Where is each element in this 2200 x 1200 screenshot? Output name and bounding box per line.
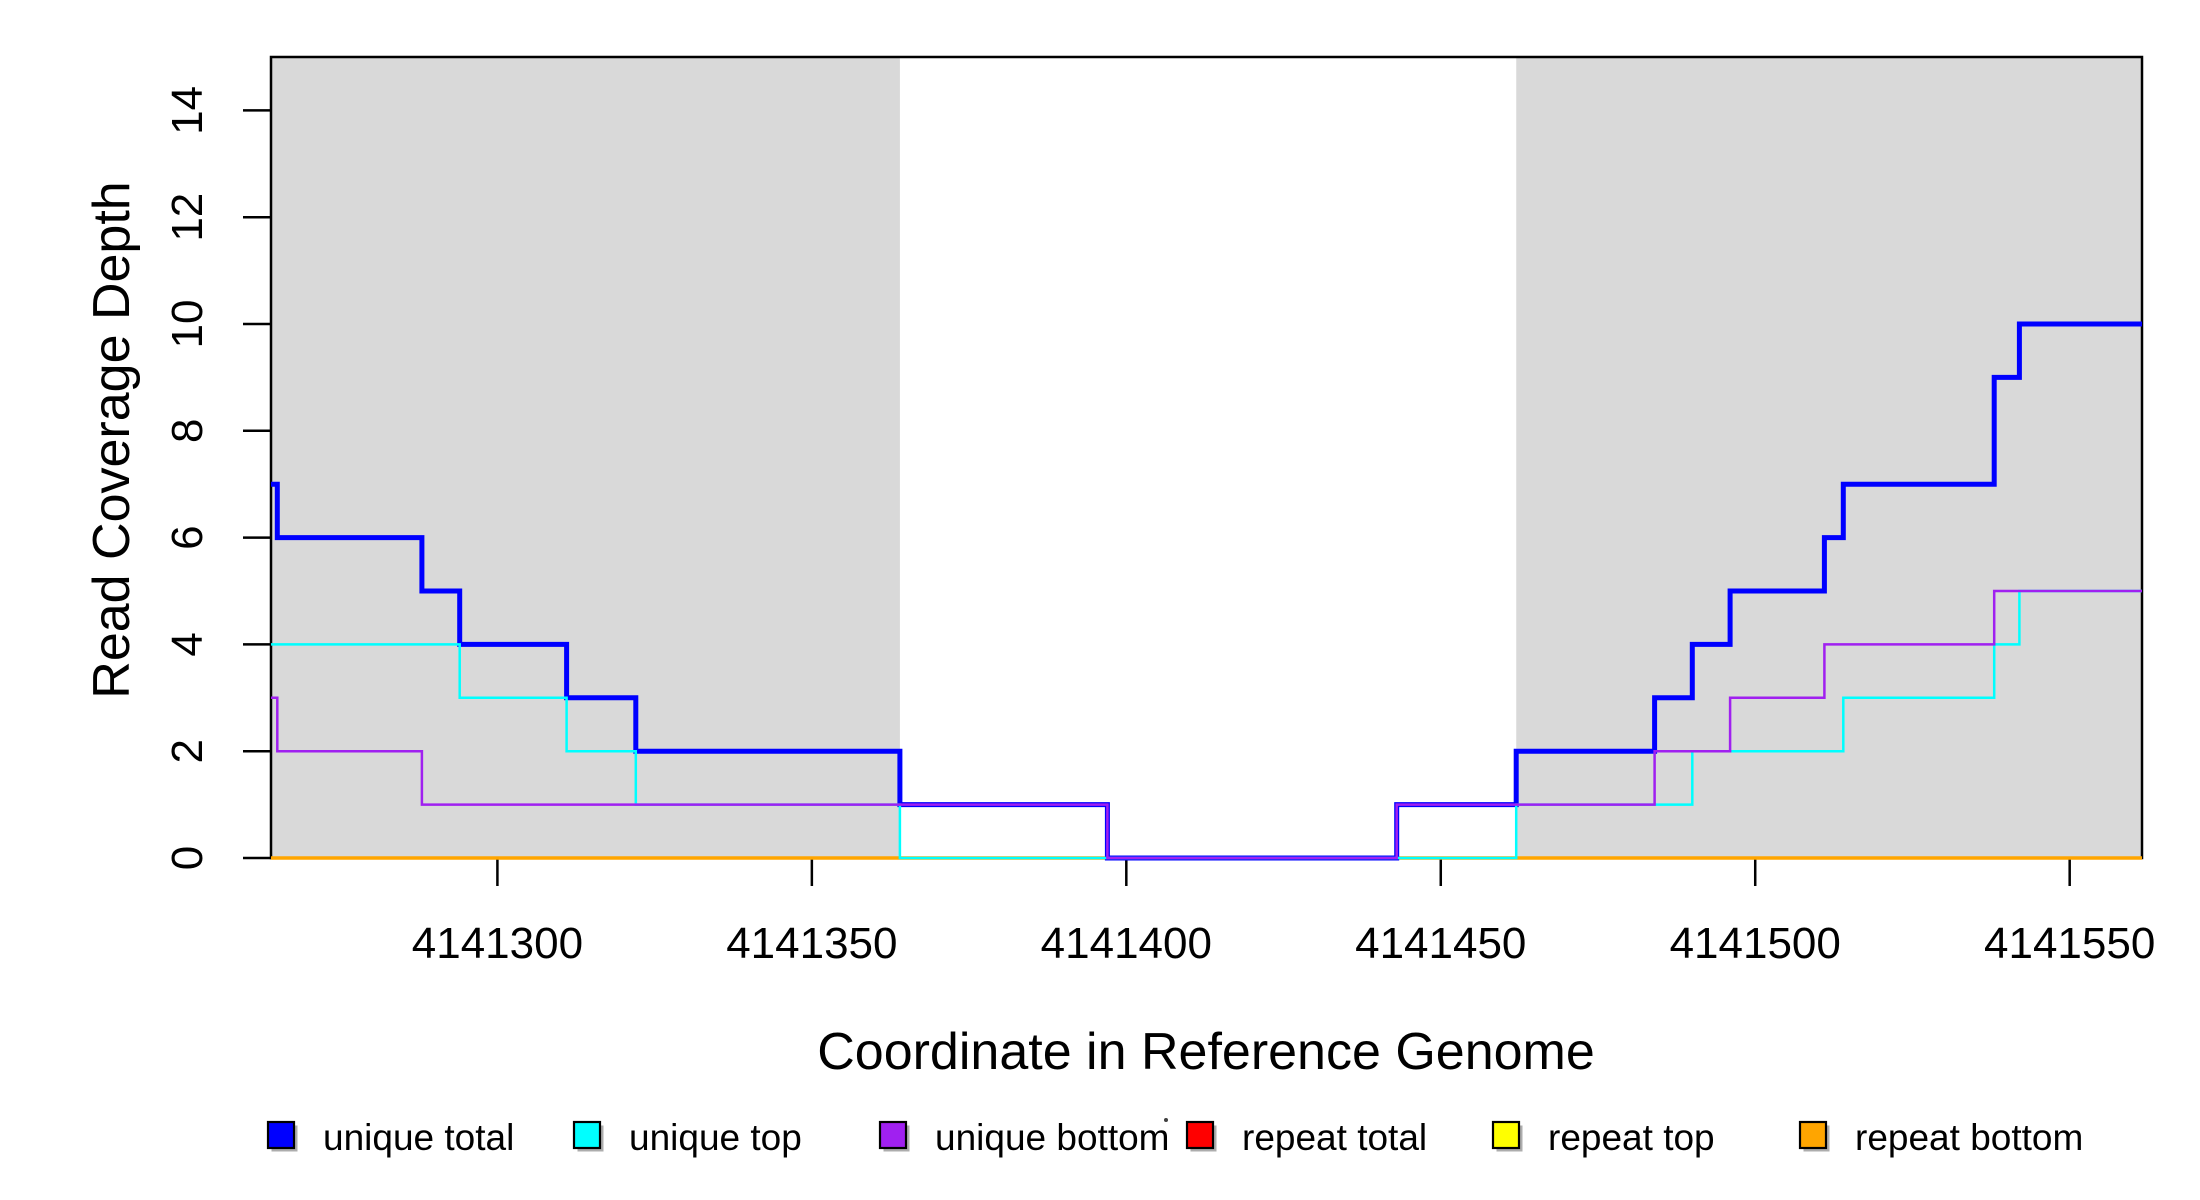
y-tick-label-12: 12 [163, 193, 212, 242]
legend-label-repeat-bottom: repeat bottom [1855, 1117, 2083, 1158]
legend-label-unique-bottom: unique bottom [935, 1117, 1170, 1158]
x-tick-label-4141400: 4141400 [1041, 919, 1212, 968]
stray-dot [1164, 1118, 1168, 1122]
legend-label-unique-top: unique top [629, 1117, 802, 1158]
x-axis-title: Coordinate in Reference Genome [817, 1023, 1595, 1081]
y-tick-label-8: 8 [163, 419, 212, 443]
y-tick-label-6: 6 [163, 525, 212, 549]
legend-item-repeat-total: repeat total [1185, 1117, 1427, 1158]
y-axis-title: Read Coverage Depth [83, 181, 141, 699]
legend-swatch-repeat-top [1491, 1120, 1521, 1150]
legend-swatch-unique-bottom [878, 1120, 908, 1150]
shaded-region-left-gray-region [271, 57, 900, 858]
legend-swatch-repeat-total [1185, 1120, 1215, 1150]
y-tick-label-14: 14 [163, 86, 212, 135]
legend-item-unique-bottom: unique bottom [878, 1117, 1170, 1158]
series-line-unique-top [271, 589, 2142, 860]
legend-label-unique-total: unique total [323, 1117, 514, 1158]
x-tick-label-4141550: 4141550 [1984, 919, 2155, 968]
legend-item-repeat-top: repeat top [1491, 1117, 1715, 1158]
legend-swatch-unique-top [572, 1120, 602, 1150]
x-tick-label-4141450: 4141450 [1355, 919, 1526, 968]
y-tick-label-0: 0 [163, 846, 212, 870]
x-tick-label-4141300: 4141300 [412, 919, 583, 968]
legend-item-unique-top: unique top [572, 1117, 802, 1158]
y-tick-label-4: 4 [163, 632, 212, 656]
legend-label-repeat-top: repeat top [1548, 1117, 1715, 1158]
legend-swatch-unique-total [266, 1120, 296, 1150]
series-line-unique-bottom [271, 589, 2142, 860]
shaded-region-right-gray-region [1516, 57, 2142, 858]
legend-item-repeat-bottom: repeat bottom [1798, 1117, 2083, 1158]
x-tick-label-4141350: 4141350 [726, 919, 897, 968]
legend-swatch-repeat-bottom [1798, 1120, 1828, 1150]
legend-item-unique-total: unique total [266, 1117, 514, 1158]
y-tick-label-10: 10 [163, 300, 212, 349]
x-tick-label-4141500: 4141500 [1670, 919, 1841, 968]
legend-label-repeat-total: repeat total [1242, 1117, 1427, 1158]
y-tick-label-2: 2 [163, 739, 212, 763]
